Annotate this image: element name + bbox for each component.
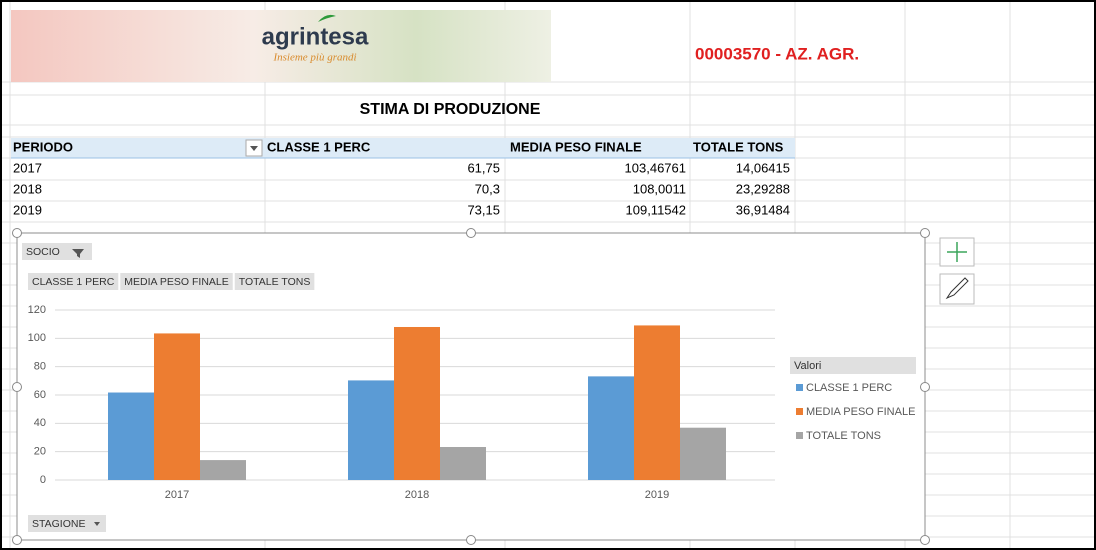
slogan: Insieme più grandi: [272, 52, 356, 64]
pivot-chart: SOCIO CLASSE 1 PERC MEDIA PESO FINALE TOTAL…: [13, 229, 930, 545]
legend-swatch: [796, 432, 803, 439]
y-tick-label: 40: [34, 417, 46, 429]
table-cell: 70,3: [475, 181, 500, 196]
filter-field-button-label: SOCIO: [26, 246, 60, 258]
table-cell: 23,29288: [736, 181, 790, 196]
logo: agrintesa: [262, 23, 369, 50]
y-tick-label: 60: [34, 389, 46, 401]
resize-handle[interactable]: [13, 383, 22, 392]
y-tick-label: 0: [40, 474, 46, 486]
legend-title: Valori: [794, 360, 821, 372]
bar: [154, 333, 200, 480]
column-header: CLASSE 1 PERC: [267, 139, 371, 154]
table-cell: 61,75: [467, 160, 500, 175]
bar: [588, 376, 634, 480]
value-field-button-label: CLASSE 1 PERC: [32, 276, 115, 288]
column-header: MEDIA PESO FINALE: [510, 139, 642, 154]
legend-swatch: [796, 384, 803, 391]
table-cell: 103,46761: [625, 160, 686, 175]
table-cell: 2017: [13, 160, 42, 175]
bar: [440, 447, 486, 480]
resize-handle[interactable]: [921, 536, 930, 545]
bar: [394, 327, 440, 480]
table-cell: 2019: [13, 202, 42, 217]
resize-handle[interactable]: [921, 383, 930, 392]
table-cell: 14,06415: [736, 160, 790, 175]
bar: [200, 460, 246, 480]
column-header: PERIODO: [13, 139, 73, 154]
column-header: TOTALE TONS: [693, 139, 784, 154]
resize-handle[interactable]: [921, 229, 930, 238]
resize-handle[interactable]: [467, 536, 476, 545]
resize-handle[interactable]: [467, 229, 476, 238]
bar: [108, 393, 154, 480]
value-field-button-label: MEDIA PESO FINALE: [124, 276, 228, 288]
bar: [680, 428, 726, 480]
table-cell: 36,91484: [736, 202, 790, 217]
table-cell: 108,0011: [633, 181, 686, 196]
x-tick-label: 2018: [405, 489, 429, 501]
axis-field-button-label: STAGIONE: [32, 518, 85, 530]
screenshot: agrintesa Insieme più grandi 00003570 - …: [0, 0, 1096, 550]
header-row: [11, 138, 795, 158]
page: agrintesa Insieme più grandi 00003570 - …: [0, 0, 1096, 550]
bar: [634, 325, 680, 480]
table-cell: 109,11542: [626, 202, 687, 217]
x-tick-label: 2017: [165, 489, 189, 501]
resize-handle[interactable]: [13, 536, 22, 545]
legend-label: TOTALE TONS: [806, 430, 881, 442]
report-title: STIMA DI PRODUZIONE: [360, 101, 541, 118]
x-tick-label: 2019: [645, 489, 669, 501]
bar: [348, 380, 394, 480]
legend-label: CLASSE 1 PERC: [806, 382, 892, 394]
y-tick-label: 80: [34, 361, 46, 373]
style-button[interactable]: [940, 274, 974, 304]
y-tick-label: 20: [34, 446, 46, 458]
value-field-button-label: TOTALE TONS: [239, 276, 311, 288]
table-cell: 2018: [13, 181, 42, 196]
legend-swatch: [796, 408, 803, 415]
y-tick-label: 120: [28, 304, 46, 316]
table-cell: 73,15: [467, 202, 500, 217]
resize-handle[interactable]: [13, 229, 22, 238]
code: 00003570 - AZ. AGR.: [695, 44, 859, 63]
legend-label: MEDIA PESO FINALE: [806, 406, 915, 418]
y-tick-label: 100: [28, 332, 46, 344]
